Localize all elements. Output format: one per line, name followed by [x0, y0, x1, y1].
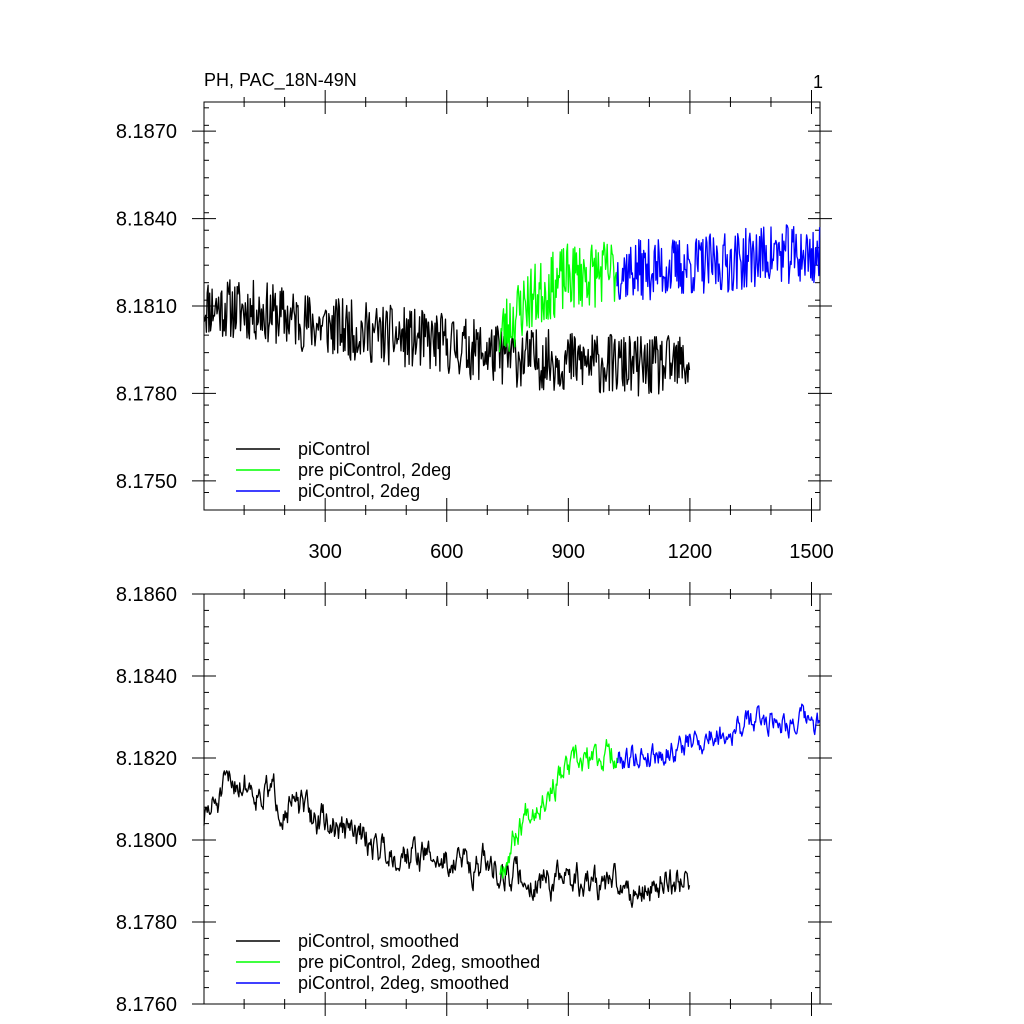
- y-tick-label: 8.1810: [116, 296, 177, 318]
- x-tick-label: 600: [430, 541, 463, 563]
- chart-title: PH, PAC_18N-49N: [204, 70, 357, 91]
- y-tick-label: 8.1840: [116, 209, 177, 231]
- series-line-0: [203, 279, 691, 397]
- legend-label: piControl, smoothed: [298, 931, 459, 951]
- legend-label: piControl, 2deg: [298, 481, 420, 501]
- series-line-0: [203, 770, 691, 908]
- y-tick-label: 8.1820: [116, 748, 177, 770]
- y-tick-label: 8.1800: [116, 830, 177, 852]
- panel-label: 1: [813, 72, 823, 92]
- bottom-panel: 8.1760 8.1780 8.1800 8.1820 8.1840 8.1860 piCo…: [116, 582, 832, 1016]
- series-line-2: [616, 703, 821, 770]
- legend-label: piControl, 2deg, smoothed: [298, 973, 509, 993]
- legend-label: pre piControl, 2deg: [298, 460, 451, 480]
- top-panel: 8.1750 8.1780 8.1810 8.1840 8.1870 300 600 900 1…: [116, 90, 834, 563]
- legend-label: piControl: [298, 439, 370, 459]
- legend-label: pre piControl, 2deg, smoothed: [298, 952, 540, 972]
- y-tick-label: 8.1750: [116, 471, 177, 493]
- y-tick-label: 8.1860: [116, 584, 177, 606]
- y-tick-label: 8.1780: [116, 912, 177, 934]
- y-tick-label: 8.1780: [116, 383, 177, 405]
- x-tick-label: 1200: [668, 541, 713, 563]
- plot-frame: [203, 593, 821, 1005]
- x-tick-label: 1500: [789, 541, 834, 563]
- y-tick-label: 8.1760: [116, 994, 177, 1016]
- series-line-1: [499, 738, 618, 879]
- x-tick-label: 900: [552, 541, 585, 563]
- series-line-1: [498, 241, 618, 353]
- y-tick-label: 8.1840: [116, 666, 177, 688]
- series-line-2: [616, 224, 821, 301]
- y-tick-label: 8.1870: [116, 121, 177, 143]
- x-tick-label: 300: [308, 541, 341, 563]
